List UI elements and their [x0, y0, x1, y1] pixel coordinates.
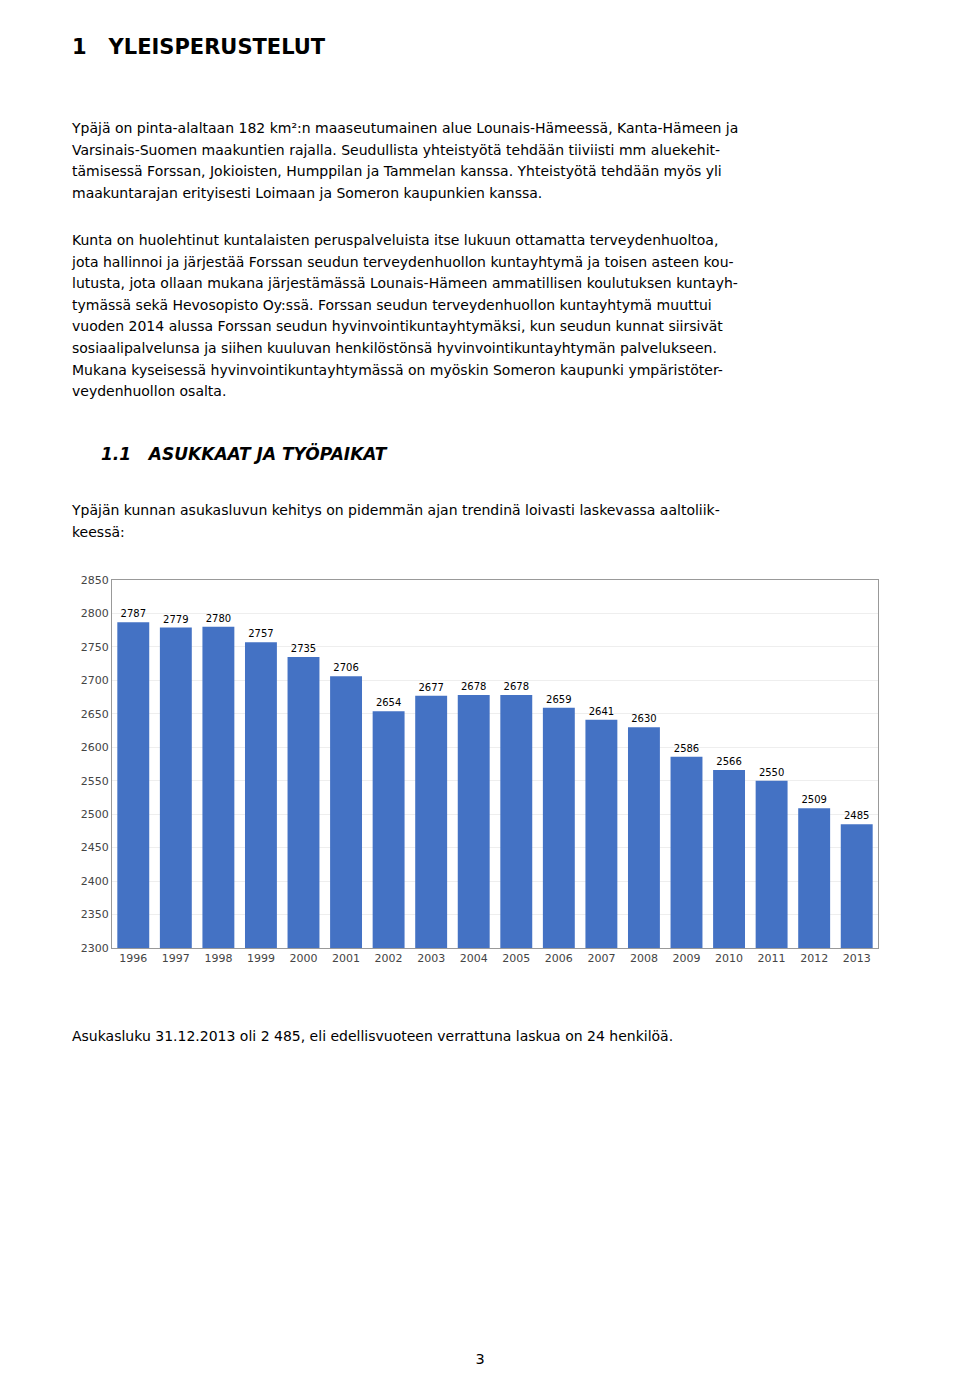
svg-text:2008: 2008 — [630, 952, 658, 965]
svg-text:2005: 2005 — [502, 952, 530, 965]
svg-text:2850: 2850 — [81, 574, 109, 587]
html-text:1.1 ASUKKAAT JA TYÖPAIKAT: 1.1 ASUKKAAT JA TYÖPAIKAT — [101, 444, 387, 464]
svg-text:2485: 2485 — [844, 810, 869, 821]
svg-text:1997: 1997 — [162, 952, 190, 965]
svg-text:2677: 2677 — [418, 682, 443, 693]
svg-text:1999: 1999 — [247, 952, 275, 965]
svg-text:2450: 2450 — [81, 841, 109, 854]
svg-text:2650: 2650 — [81, 708, 109, 721]
svg-text:2659: 2659 — [546, 694, 571, 705]
svg-text:2000: 2000 — [290, 952, 318, 965]
svg-text:2007: 2007 — [587, 952, 615, 965]
svg-text:2706: 2706 — [333, 662, 358, 673]
svg-text:2779: 2779 — [163, 614, 188, 625]
svg-text:2735: 2735 — [291, 643, 316, 654]
svg-text:2566: 2566 — [716, 756, 741, 767]
svg-text:2001: 2001 — [332, 952, 360, 965]
svg-text:2654: 2654 — [376, 697, 401, 708]
svg-text:2500: 2500 — [81, 808, 109, 821]
svg-text:2757: 2757 — [248, 628, 273, 639]
svg-text:2600: 2600 — [81, 741, 109, 754]
svg-text:2012: 2012 — [800, 952, 828, 965]
svg-text:2800: 2800 — [81, 607, 109, 620]
svg-text:2678: 2678 — [461, 681, 486, 692]
html-text:Kunta on huolehtinut kuntalais: Kunta on huolehtinut kuntalaisten perusp… — [72, 232, 738, 400]
svg-text:2750: 2750 — [81, 641, 109, 654]
svg-text:2004: 2004 — [460, 952, 488, 965]
svg-text:2641: 2641 — [589, 706, 614, 717]
html-text:1 YLEISPERUSTELUT: 1 YLEISPERUSTELUT — [72, 35, 326, 59]
svg-text:2700: 2700 — [81, 674, 109, 687]
svg-text:2550: 2550 — [81, 775, 109, 788]
svg-text:1998: 1998 — [204, 952, 232, 965]
svg-text:2003: 2003 — [417, 952, 445, 965]
svg-text:2300: 2300 — [81, 942, 109, 955]
svg-text:2550: 2550 — [759, 767, 784, 778]
svg-text:2678: 2678 — [504, 681, 529, 692]
svg-text:2009: 2009 — [673, 952, 701, 965]
svg-text:1996: 1996 — [119, 952, 147, 965]
html-text:Ypäjä on pinta-alaltaan 182 km: Ypäjä on pinta-alaltaan 182 km²:n maaseu… — [72, 120, 739, 201]
html-text:3: 3 — [475, 1351, 485, 1367]
svg-text:2780: 2780 — [206, 613, 231, 624]
svg-text:2586: 2586 — [674, 743, 699, 754]
html-text:Ypäjän kunnan asukasluvun kehi: Ypäjän kunnan asukasluvun kehitys on pid… — [72, 502, 720, 540]
svg-text:2630: 2630 — [631, 713, 656, 724]
svg-text:2350: 2350 — [81, 908, 109, 921]
svg-text:2013: 2013 — [843, 952, 871, 965]
svg-text:2011: 2011 — [758, 952, 786, 965]
svg-text:2787: 2787 — [121, 608, 146, 619]
svg-text:2010: 2010 — [715, 952, 743, 965]
svg-text:2509: 2509 — [801, 794, 826, 805]
svg-text:2002: 2002 — [375, 952, 403, 965]
svg-text:2400: 2400 — [81, 875, 109, 888]
html-text:Asukasluku 31.12.2013 oli 2 48: Asukasluku 31.12.2013 oli 2 485, eli ede… — [72, 1028, 674, 1044]
svg-text:2006: 2006 — [545, 952, 573, 965]
